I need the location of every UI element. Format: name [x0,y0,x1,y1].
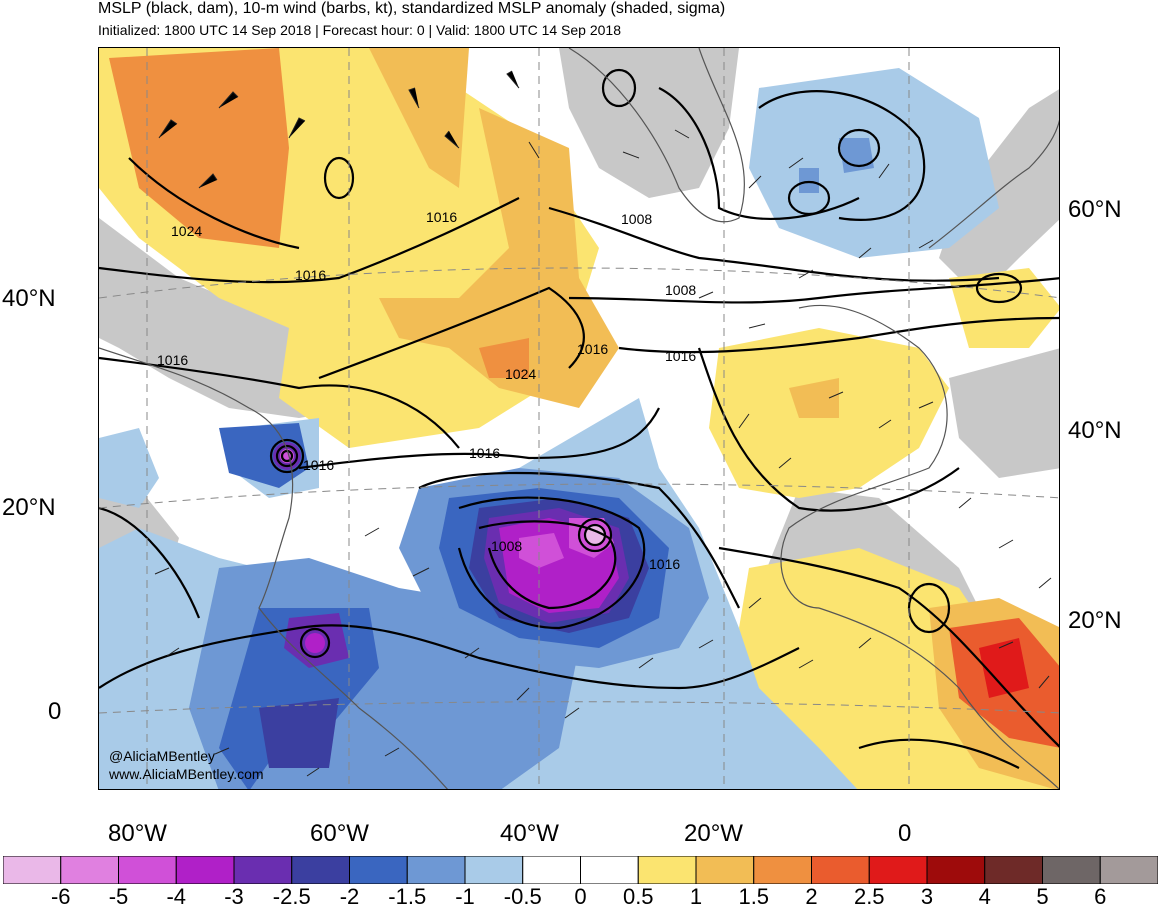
colorbar-swatch [1042,856,1101,884]
colorbar-swatch [291,856,350,884]
colorbar-swatch [60,856,119,884]
coastlines [99,48,1059,789]
isobar-label: 1016 [665,348,696,364]
colorbar-swatch [926,856,986,884]
colorbar-swatch [3,856,62,884]
colorbar-tick-label: 3 [920,884,934,909]
lat-label-left-0: 0 [48,698,62,725]
colorbar-tick-label: 0 [574,884,587,909]
isobar-label: 1016 [469,445,500,461]
colorbar-swatch [695,856,755,884]
lat-label-left-40n: 40°N [2,285,56,312]
isobar-label: 1016 [577,341,608,357]
colorbar-tick-label: -2 [339,884,360,909]
colorbar-swatch [868,856,928,884]
isobar-label: 1008 [665,282,696,298]
colorbar-tick-label: -3 [224,884,244,909]
colorbar-tick-label: -0.5 [503,884,542,909]
map-title: MSLP (black, dam), 10-m wind (barbs, kt)… [98,0,726,17]
colorbar-swatch [233,856,293,884]
colorbar-swatch [175,856,235,884]
colorbar-tick-label: 2.5 [853,884,885,909]
lon-label-0: 0 [898,820,912,847]
isobar-labels: 1024 1016 1016 1016 1016 1016 1024 1016 … [157,209,696,572]
lat-label-right-60n: 60°N [1068,196,1122,223]
isobar-label: 1008 [621,211,652,227]
lat-label-left-20n: 20°N [2,494,56,521]
isobar-label: 1016 [426,209,457,225]
isobar-label: 1024 [505,366,536,382]
isobar-label: 1016 [303,457,334,473]
isobar-contours [99,68,1059,769]
colorbar-tick-label: 4 [978,884,991,909]
colorbar-swatch [984,856,1043,884]
wind-barbs [154,70,1052,777]
isobar-label: 1016 [295,267,326,283]
map-panel: 1024 1016 1016 1016 1016 1016 1024 1016 … [98,47,1060,790]
colorbar-swatch [753,856,812,884]
lon-label-80w: 80°W [108,820,167,847]
isobar-label: 1008 [491,538,522,554]
colorbar-tick-label: 5 [1036,884,1049,909]
lat-label-right-20n: 20°N [1068,607,1122,634]
colorbar-tick-label: 6 [1094,884,1107,909]
colorbar-swatch [522,856,581,884]
colorbar [3,856,1158,884]
colorbar-swatch [811,856,870,884]
colorbar-tick-label: 1.5 [738,884,770,909]
colorbar-swatch [118,856,177,884]
colorbar-tick-label: -5 [108,884,129,909]
colorbar-tick-label: -6 [50,884,71,909]
isobar-label: 1024 [171,223,202,239]
lon-label-60w: 60°W [310,820,369,847]
colorbar-tick-label: 1 [689,884,703,909]
lat-label-right-40n: 40°N [1068,417,1122,444]
map-subtitle: Initialized: 1800 UTC 14 Sep 2018 | Fore… [98,22,621,38]
map-canvas: 1024 1016 1016 1016 1016 1016 1024 1016 … [99,48,1059,789]
isobar-label: 1016 [649,556,680,572]
isobar-label: 1016 [157,352,188,368]
colorbar-tick-label: -1.5 [388,884,427,909]
colorbar-swatch [637,856,697,884]
colorbar-swatch [406,856,466,884]
colorbar-tick-label: -1 [455,884,475,909]
colorbar-tick-label: -4 [166,884,187,909]
watermark-site: www.AliciaMBentley.com [108,766,264,782]
watermark-handle: @AliciaMBentley [109,748,215,764]
colorbar-swatch [349,856,408,884]
graticule [99,48,1059,789]
lon-label-40w: 40°W [500,820,559,847]
colorbar-swatch [464,856,524,884]
colorbar-tick-label: -2.5 [272,884,311,909]
lon-label-20w: 20°W [684,820,743,847]
colorbar-swatch [580,856,639,884]
colorbar-tick-label: 0.5 [622,884,654,909]
colorbar-swatch [1099,856,1158,884]
colorbar-tick-label: 2 [805,884,818,909]
